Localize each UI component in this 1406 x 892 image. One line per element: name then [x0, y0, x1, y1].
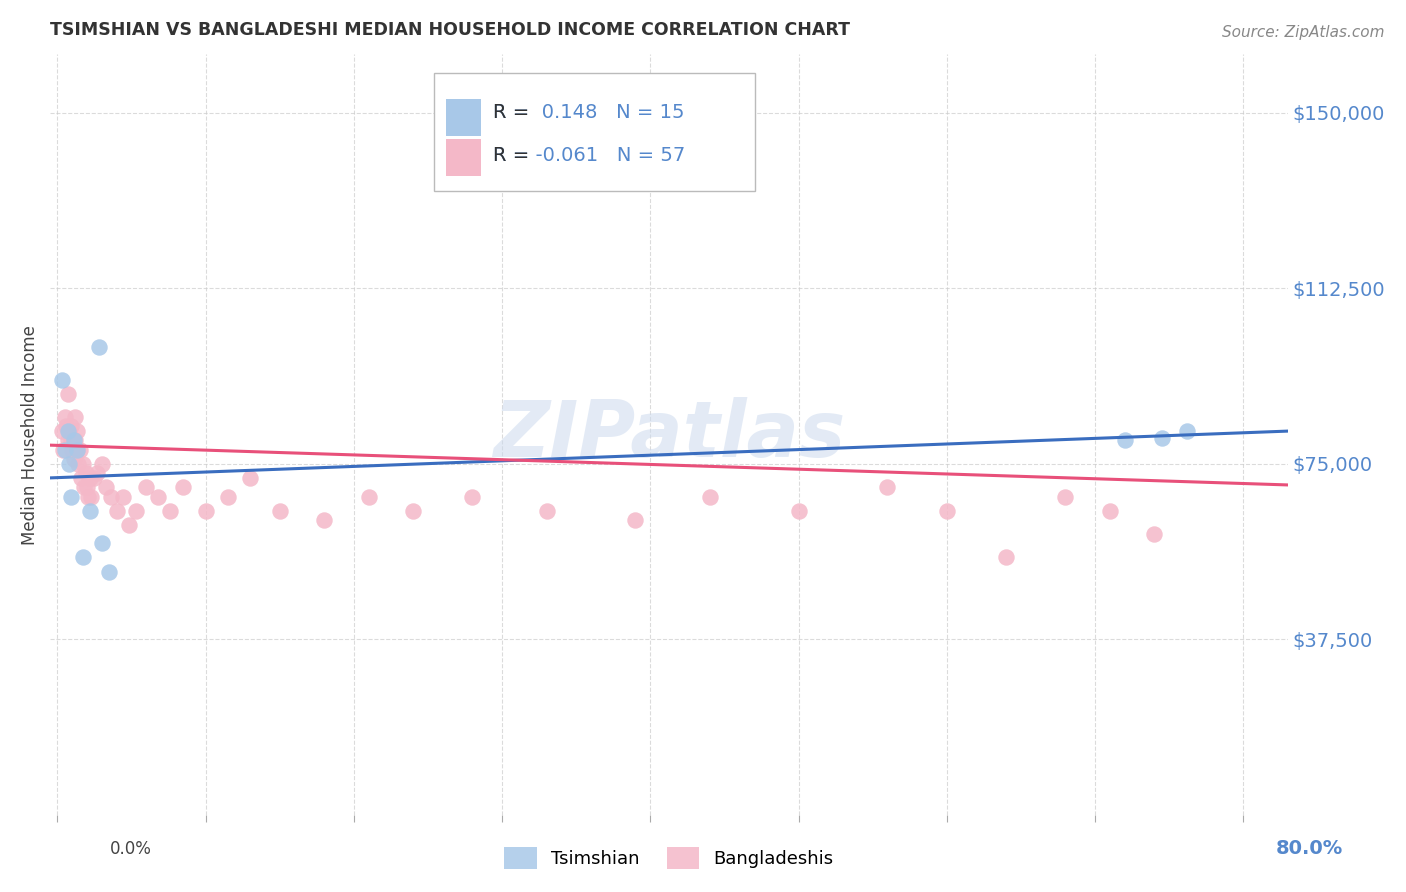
Point — [67, 457, 90, 471]
Point — [75, 467, 97, 481]
Point — [239, 471, 262, 485]
Point — [56, 424, 79, 438]
Legend: Tsimshian, Bangladeshis: Tsimshian, Bangladeshis — [495, 838, 842, 879]
Point — [76, 480, 98, 494]
Point — [69, 442, 91, 457]
Point — [63, 434, 86, 448]
Point — [159, 504, 181, 518]
FancyBboxPatch shape — [446, 99, 481, 136]
Point — [194, 504, 217, 518]
Point — [79, 504, 101, 518]
Point — [63, 410, 86, 425]
Point — [935, 504, 957, 518]
Point — [1150, 431, 1173, 445]
Point — [86, 467, 108, 481]
Point — [269, 504, 291, 518]
Point — [90, 457, 112, 471]
Point — [80, 490, 103, 504]
Point — [56, 386, 79, 401]
Point — [402, 504, 425, 518]
Point — [146, 490, 169, 504]
Point — [62, 434, 84, 448]
Point — [100, 490, 122, 504]
Point — [52, 442, 75, 457]
Text: ZIPatlas: ZIPatlas — [492, 397, 845, 473]
Point — [98, 565, 121, 579]
Point — [876, 480, 898, 494]
Point — [90, 536, 112, 550]
Point — [58, 457, 80, 471]
FancyBboxPatch shape — [433, 73, 755, 191]
Point — [1114, 434, 1136, 448]
Point — [79, 471, 101, 485]
Point — [65, 424, 87, 438]
Text: 0.0%: 0.0% — [110, 840, 152, 858]
Point — [1143, 527, 1166, 541]
Point — [995, 550, 1018, 565]
Point — [83, 471, 105, 485]
Text: R =: R = — [494, 146, 529, 165]
Point — [72, 550, 94, 565]
Point — [59, 419, 82, 434]
Point — [217, 490, 239, 504]
Point — [1175, 424, 1198, 438]
Point — [72, 457, 94, 471]
Point — [461, 490, 484, 504]
Point — [59, 434, 82, 448]
Point — [699, 490, 721, 504]
Point — [53, 442, 76, 457]
Text: TSIMSHIAN VS BANGLADESHI MEDIAN HOUSEHOLD INCOME CORRELATION CHART: TSIMSHIAN VS BANGLADESHI MEDIAN HOUSEHOL… — [51, 21, 851, 39]
Point — [536, 504, 558, 518]
Point — [357, 490, 380, 504]
Point — [59, 490, 82, 504]
Point — [111, 490, 134, 504]
Point — [1054, 490, 1077, 504]
Point — [172, 480, 194, 494]
Text: R =  0.148   N = 15: R = 0.148 N = 15 — [494, 103, 685, 122]
Point — [58, 424, 80, 438]
Point — [55, 419, 77, 434]
Point — [65, 442, 87, 457]
Text: R =: R = — [494, 103, 529, 122]
Point — [65, 442, 87, 457]
Text: 80.0%: 80.0% — [1275, 839, 1343, 858]
Point — [1098, 504, 1121, 518]
Y-axis label: Median Household Income: Median Household Income — [21, 325, 39, 544]
Point — [77, 490, 100, 504]
Point — [62, 452, 84, 467]
Point — [96, 480, 118, 494]
Point — [70, 471, 93, 485]
Point — [73, 480, 96, 494]
Point — [624, 513, 647, 527]
FancyBboxPatch shape — [446, 139, 481, 176]
Point — [60, 442, 83, 457]
Point — [105, 504, 128, 518]
Point — [787, 504, 810, 518]
Point — [51, 424, 73, 438]
Point — [135, 480, 157, 494]
Point — [51, 373, 73, 387]
Text: Source: ZipAtlas.com: Source: ZipAtlas.com — [1222, 25, 1385, 40]
Point — [60, 434, 83, 448]
Point — [117, 517, 139, 532]
Text: R = -0.061   N = 57: R = -0.061 N = 57 — [494, 146, 685, 165]
Point — [125, 504, 148, 518]
Point — [87, 340, 110, 354]
Point — [53, 410, 76, 425]
Point — [56, 434, 79, 448]
Point — [314, 513, 336, 527]
